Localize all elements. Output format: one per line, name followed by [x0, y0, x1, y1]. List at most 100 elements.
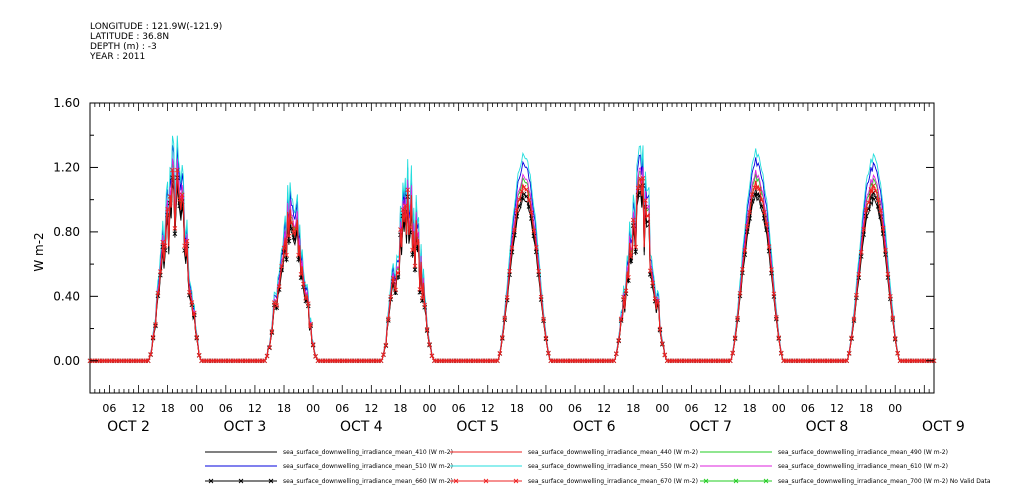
- series-marker: [630, 217, 636, 223]
- series-marker: [757, 186, 762, 192]
- y-tick-label: 0.40: [53, 289, 80, 303]
- series-marker: [415, 241, 420, 247]
- series-marker: [385, 316, 391, 322]
- series-marker: [650, 280, 655, 286]
- series-marker: [390, 275, 396, 281]
- x-hour-label: 12: [364, 402, 378, 415]
- series-marker: [861, 227, 866, 232]
- series-marker: [616, 337, 622, 343]
- series-marker: [194, 334, 200, 340]
- series-marker: [737, 290, 743, 296]
- series-line: [90, 169, 934, 362]
- series-marker: [611, 358, 617, 364]
- series-marker: [153, 322, 158, 327]
- x-hour-label: 18: [510, 402, 524, 415]
- series-marker: [165, 206, 170, 212]
- x-date-label: OCT 8: [806, 419, 849, 435]
- series-line: [90, 177, 934, 362]
- x-date-label: OCT 4: [340, 419, 383, 435]
- series-marker: [274, 303, 280, 308]
- series-marker: [262, 358, 267, 364]
- series-marker: [871, 183, 876, 188]
- series-marker: [854, 292, 859, 298]
- series-marker: [866, 200, 871, 205]
- series-line: [90, 183, 934, 362]
- y-tick-label: 0.00: [53, 354, 80, 368]
- legend-marker: [483, 478, 489, 484]
- series-marker: [514, 207, 520, 213]
- series-marker: [293, 226, 299, 232]
- x-hour-label: 18: [859, 402, 873, 415]
- series-marker: [863, 207, 869, 213]
- legend-marker: [208, 478, 214, 484]
- series-marker: [264, 353, 270, 359]
- series-marker: [150, 334, 156, 340]
- series-marker: [771, 291, 777, 297]
- series-marker: [633, 244, 639, 250]
- series-line: [90, 158, 934, 362]
- x-hour-label: 00: [888, 402, 902, 415]
- series-marker: [196, 352, 202, 358]
- series-marker: [774, 315, 779, 320]
- series-marker: [291, 230, 297, 235]
- series-marker: [393, 287, 398, 293]
- series-marker: [740, 266, 745, 272]
- series-marker: [170, 167, 175, 173]
- x-hour-label: 12: [830, 402, 844, 415]
- series-marker: [516, 197, 522, 202]
- series-marker: [279, 263, 284, 269]
- legend-marker: [453, 478, 459, 484]
- series-marker: [645, 213, 651, 219]
- series-marker: [895, 350, 900, 356]
- legend-label: sea_surface_downwelling_irradiance_mean_…: [528, 449, 698, 456]
- series-marker: [417, 287, 423, 292]
- series-marker: [502, 315, 508, 321]
- series-marker: [761, 210, 767, 215]
- y-axis-label: W m-2: [32, 232, 46, 271]
- series-marker: [858, 249, 864, 255]
- series-marker: [276, 284, 282, 289]
- series-marker: [888, 294, 893, 299]
- series-marker: [296, 252, 301, 258]
- x-hour-label: 06: [335, 402, 349, 415]
- series-marker: [179, 192, 185, 198]
- series-marker: [158, 269, 163, 274]
- series-marker: [284, 252, 289, 258]
- depth-text: DEPTH (m) : -3: [90, 42, 157, 52]
- series-marker: [305, 301, 311, 307]
- series-marker: [167, 194, 173, 199]
- x-hour-label: 00: [423, 402, 437, 415]
- series-line: [90, 169, 934, 362]
- series-marker: [381, 352, 386, 357]
- series-marker: [868, 187, 874, 192]
- series-marker: [856, 271, 862, 277]
- x-date-label: OCT 3: [224, 419, 267, 435]
- series-marker: [727, 358, 733, 364]
- series-marker: [742, 247, 748, 253]
- series-marker: [422, 302, 428, 308]
- series-marker: [519, 188, 525, 194]
- series-marker: [182, 243, 187, 249]
- series-marker: [308, 321, 314, 327]
- series-marker: [875, 197, 881, 203]
- x-hour-label: 18: [626, 402, 640, 415]
- series-marker: [766, 244, 772, 249]
- x-hour-label: 06: [102, 402, 116, 415]
- series-marker: [732, 335, 738, 340]
- series-marker: [878, 208, 883, 213]
- x-hour-label: 12: [597, 402, 611, 415]
- series-marker: [890, 315, 896, 321]
- series-marker: [281, 245, 287, 251]
- series-marker: [776, 335, 782, 340]
- y-tick-label: 0.80: [53, 225, 80, 239]
- series-marker: [286, 233, 292, 239]
- legend-label: sea_surface_downwelling_irradiance_mean_…: [778, 449, 948, 456]
- series-marker: [633, 249, 639, 254]
- legend-label: sea_surface_downwelling_irradiance_mean_…: [778, 463, 948, 470]
- legend-marker: [268, 478, 274, 484]
- x-hour-label: 06: [219, 402, 233, 415]
- x-hour-label: 00: [772, 402, 786, 415]
- series-marker: [657, 326, 663, 332]
- series-marker: [383, 342, 389, 348]
- series-marker: [504, 295, 510, 300]
